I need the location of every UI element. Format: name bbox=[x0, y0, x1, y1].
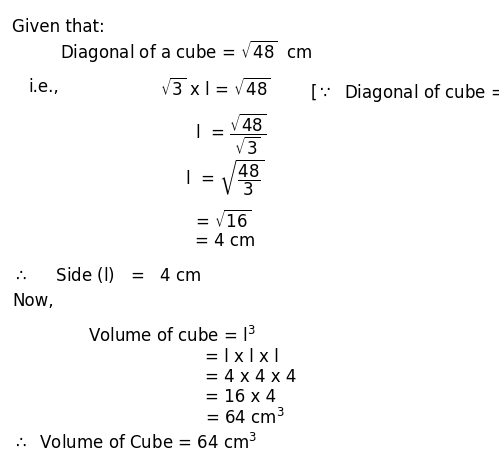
Text: $\therefore$  Volume of Cube = 64 cm$^{3}$: $\therefore$ Volume of Cube = 64 cm$^{3}… bbox=[12, 432, 257, 451]
Text: = 64 cm$^{3}$: = 64 cm$^{3}$ bbox=[205, 407, 284, 427]
Text: [$\because$  Diagonal of cube = $\sqrt{3}$  x l ]: [$\because$ Diagonal of cube = $\sqrt{3}… bbox=[310, 78, 499, 104]
Text: = 4 x 4 x 4: = 4 x 4 x 4 bbox=[205, 367, 296, 385]
Text: $\therefore$     Side (l)   =   4 cm: $\therefore$ Side (l) = 4 cm bbox=[12, 264, 202, 285]
Text: = $\sqrt{16}$: = $\sqrt{16}$ bbox=[195, 210, 251, 231]
Text: $\sqrt{3}$ x l = $\sqrt{48}$: $\sqrt{3}$ x l = $\sqrt{48}$ bbox=[160, 78, 271, 100]
Text: = 16 x 4: = 16 x 4 bbox=[205, 387, 276, 405]
Text: i.e.,: i.e., bbox=[28, 78, 59, 96]
Text: Diagonal of a cube = $\sqrt{48}$  cm: Diagonal of a cube = $\sqrt{48}$ cm bbox=[60, 38, 312, 64]
Text: Given that:: Given that: bbox=[12, 18, 105, 36]
Text: Volume of cube = l$^{3}$: Volume of cube = l$^{3}$ bbox=[88, 325, 256, 345]
Text: l  = $\sqrt{\dfrac{48}{3}}$: l = $\sqrt{\dfrac{48}{3}}$ bbox=[185, 158, 265, 198]
Text: = 4 cm: = 4 cm bbox=[195, 231, 255, 249]
Text: = l x l x l: = l x l x l bbox=[205, 347, 279, 365]
Text: Now,: Now, bbox=[12, 291, 53, 309]
Text: l  = $\dfrac{\sqrt{48}}{\sqrt{3}}$: l = $\dfrac{\sqrt{48}}{\sqrt{3}}$ bbox=[195, 112, 266, 157]
